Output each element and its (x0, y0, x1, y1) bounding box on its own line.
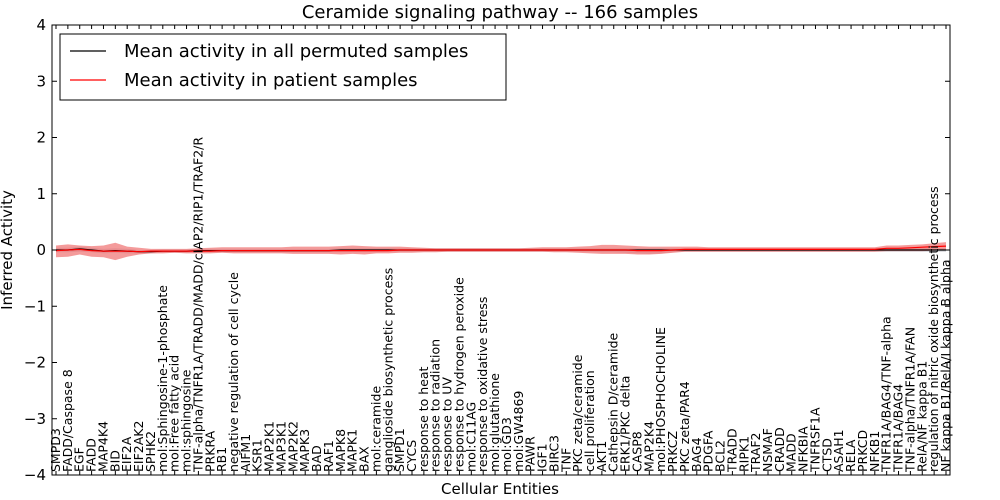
x-tick-label: mol:GD3 (499, 417, 514, 472)
x-tick-label: MAPK8 (333, 429, 348, 472)
x-tick-label: PKC zeta/PAR4 (677, 381, 692, 472)
x-tick-label: TNF (558, 448, 573, 473)
x-tick-label: NFKB1 (867, 431, 882, 472)
x-tick-label: mol:sphingosine (179, 369, 194, 472)
y-tick-label: 3 (36, 72, 46, 90)
x-tick-label: mol:GW4869 (511, 391, 526, 472)
x-tick-label: RIPK1 (736, 436, 751, 472)
band-patient (56, 242, 946, 261)
x-tick-label: IGF1 (535, 443, 550, 472)
y-tick-label: −4 (24, 466, 46, 484)
x-tick-label: MAP2K2 (285, 421, 300, 472)
x-tick-label: AKT1 (594, 441, 609, 472)
x-tick-label: MAPK1 (345, 429, 360, 472)
x-tick-label: TNF-alpha/TNFR1A/FAN (902, 327, 917, 473)
x-tick-label: CRADD (772, 427, 787, 472)
x-tick-label: PKC zeta/ceramide (570, 354, 585, 472)
x-tick-label: mol:C11AG (463, 402, 478, 472)
x-tick-label: NFKBIA (796, 426, 811, 472)
line-patient (55, 245, 947, 253)
x-tick-label: response to hydrogen peroxide (452, 277, 467, 472)
x-tick-label: EIF2AK2 (131, 421, 146, 472)
x-tick-label: mol:Free fatty acid (167, 355, 182, 472)
x-tick-label: TNFR1A/BAG4 (891, 384, 906, 473)
x-tick-label: SPHK2 (143, 431, 158, 472)
x-tick-label: EGF (72, 447, 87, 472)
x-tick-label: BAD (309, 445, 324, 472)
y-tick-label: 1 (36, 185, 46, 203)
legend-label-patient: Mean activity in patient samples (124, 70, 418, 91)
x-tick-label: PDGFA (701, 430, 716, 472)
x-tick-label: Cathepsin D/ceramide (606, 332, 621, 472)
x-tick-label: RAF1 (321, 440, 336, 472)
x-tick-label: ganglioside biosynthetic process (380, 268, 395, 472)
x-tick-label: response to UV (440, 377, 455, 472)
x-tick-label: negative regulation of cell cycle (226, 272, 241, 472)
x-tick-label: PRKRA (202, 430, 217, 472)
x-tick-label: ERK1/PKC delta (618, 376, 633, 472)
x-tick-label: CASP8 (630, 431, 645, 472)
x-tick-label: BIRC3 (546, 435, 561, 472)
x-tick-label: response to heat (416, 366, 431, 472)
x-tick-label: mol:ceramide (368, 386, 383, 472)
x-tick-label: TRAF2 (748, 432, 763, 473)
x-tick-label: BID (107, 450, 122, 472)
x-tick-label: MADD (784, 433, 799, 472)
x-tick-label: CYCS (404, 440, 419, 472)
x-tick-label: MAP3K1 (274, 421, 289, 472)
x-tick-label: PRKCD (855, 430, 870, 472)
x-tick-label: NSMAF (760, 428, 775, 472)
x-tick-label: MAP2K4 (641, 421, 656, 472)
x-tick-label: cell proliferation (582, 370, 597, 472)
y-tick-label: 2 (36, 129, 46, 147)
x-tick-label: CTSD (819, 438, 834, 472)
x-tick-label: BCL2 (713, 440, 728, 472)
chart-title: Ceramide signaling pathway -- 166 sample… (302, 2, 698, 23)
x-tick-label: TRADD (724, 428, 739, 473)
x-tick-label: EIF2A (119, 436, 134, 472)
legend-box (59, 33, 507, 101)
y-tick-label: −3 (24, 410, 46, 428)
x-tick-label: KSR1 (250, 439, 265, 472)
x-tick-label: RELA (843, 439, 858, 472)
x-tick-label: MAPK3 (297, 429, 312, 472)
x-tick-label: ASAH1 (831, 429, 846, 472)
x-tick-label: PAWR (523, 436, 538, 472)
x-tick-label: TNFRSF1A (808, 407, 823, 473)
x-tick-label: response to oxidative stress (475, 297, 490, 472)
x-tick-label: FADD/Caspase 8 (60, 369, 75, 472)
x-axis-label: Cellular Entities (441, 480, 559, 498)
legend-label-permuted: Mean activity in all permuted samples (124, 41, 468, 62)
x-tick-label: response to radiation (428, 339, 443, 472)
legend: Mean activity in all permuted samples Me… (59, 33, 507, 101)
x-tick-label: BAG4 (689, 437, 704, 472)
x-tick-label: mol:PHOSPHOCHOLINE (653, 327, 668, 472)
y-tick-label: −2 (24, 354, 46, 372)
x-tick-label: regulation of nitric oxide biosynthetic … (926, 186, 941, 472)
x-tick-label: SMPD1 (392, 428, 407, 472)
y-tick-label: −1 (24, 297, 46, 315)
x-tick-label: mol:Sphingosine-1-phosphate (155, 285, 170, 472)
x-tick-label: MAP2K1 (262, 421, 277, 472)
x-tick-label: RB1 (214, 447, 229, 472)
x-tick-label: NF kappa B1/RelA/I kappa B alpha (938, 259, 953, 472)
x-tick-label: PRKCZ (665, 431, 680, 472)
x-tick-label: BAX (357, 446, 372, 472)
x-tick-label: AIFM1 (238, 434, 253, 472)
x-tick-label: TNFR1A/BAG4/TNF-alpha (879, 316, 894, 473)
y-axis-label: Inferred Activity (0, 190, 16, 310)
x-tick-label: TNF-alpha/TNFR1A/TRADD/MADD/cIAP2/RIP1/T… (190, 137, 205, 473)
x-tick-label: RelA/NF kappa B1 (914, 361, 929, 472)
y-tick-label: 0 (36, 241, 46, 259)
axis-ticks (52, 24, 950, 476)
y-tick-label: 4 (36, 16, 46, 34)
y-tick-labels: −4 −3 −2 −1 0 1 2 3 4 (24, 16, 46, 484)
x-tick-label: MAP4K4 (96, 421, 111, 472)
x-tick-label: FADD (84, 438, 99, 472)
x-tick-label: mol:glutathione (487, 373, 502, 472)
series-lines (55, 245, 947, 253)
plot-frame (51, 24, 951, 476)
